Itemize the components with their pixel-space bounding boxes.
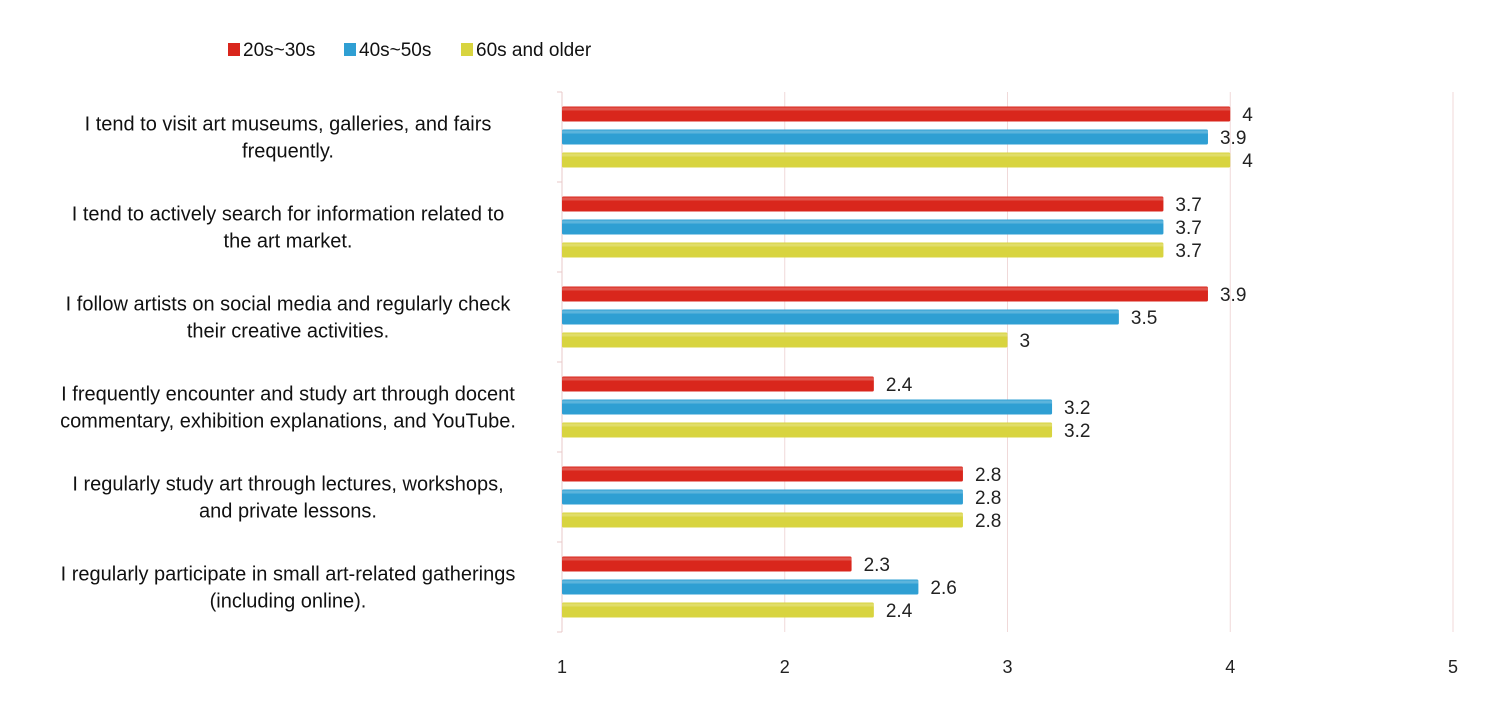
legend-label: 40s~50s — [359, 40, 431, 61]
x-axis-ticks: 1 2 3 4 5 — [557, 657, 1458, 677]
legend: 20s~30s 40s~50s 60s and older — [228, 40, 592, 61]
category-label-line: commentary, exhibition explanations, and… — [60, 411, 516, 433]
bar-highlight — [562, 220, 1164, 224]
bar — [562, 579, 919, 595]
x-tick-label: 2 — [780, 657, 790, 677]
category-labels: I tend to visit art museums, galleries, … — [60, 114, 516, 613]
value-labels: 43.943.73.73.73.93.532.43.23.22.82.82.82… — [864, 105, 1254, 622]
x-tick-label: 4 — [1225, 657, 1235, 677]
bar — [562, 286, 1208, 302]
data-label: 4 — [1242, 105, 1253, 126]
bar-highlight — [562, 243, 1164, 247]
data-label: 3.9 — [1220, 128, 1246, 149]
bar-highlight — [562, 130, 1208, 134]
x-tick-label: 5 — [1448, 657, 1458, 677]
category-label-line: I tend to visit art museums, galleries, … — [85, 114, 492, 136]
data-label: 2.8 — [975, 511, 1001, 532]
bar-highlight — [562, 603, 874, 607]
data-label: 2.3 — [864, 555, 890, 576]
bar-highlight — [562, 513, 963, 517]
category-label-line: frequently. — [242, 141, 334, 163]
bar — [562, 602, 874, 618]
data-label: 2.4 — [886, 601, 913, 622]
bar — [562, 489, 963, 505]
bar — [562, 242, 1164, 258]
category-label-line: the art market. — [224, 231, 353, 253]
bar-highlight — [562, 467, 963, 471]
category-label-line: I follow artists on social media and reg… — [66, 294, 512, 316]
data-label: 3.7 — [1175, 195, 1201, 216]
bars — [562, 106, 1231, 618]
data-label: 3.7 — [1175, 218, 1201, 239]
bar — [562, 129, 1208, 145]
category-label-line: (including online). — [210, 591, 367, 613]
bar-highlight — [562, 333, 1008, 337]
bar — [562, 376, 874, 392]
bar — [562, 422, 1053, 438]
bar — [562, 512, 963, 528]
data-label: 2.6 — [930, 578, 956, 599]
category-label: I tend to visit art museums, galleries, … — [85, 114, 492, 163]
data-label: 3.5 — [1131, 308, 1157, 329]
bar — [562, 399, 1053, 415]
data-label: 3 — [1020, 331, 1031, 352]
category-label: I regularly study art through lectures, … — [72, 474, 503, 523]
bar-highlight — [562, 377, 874, 381]
bar — [562, 309, 1119, 325]
bar-highlight — [562, 490, 963, 494]
category-label-line: and private lessons. — [199, 501, 377, 523]
category-label-line: I frequently encounter and study art thr… — [61, 384, 515, 406]
bar — [562, 332, 1008, 348]
data-label: 2.8 — [975, 488, 1001, 509]
bar-highlight — [562, 557, 852, 561]
category-label: I regularly participate in small art-rel… — [61, 564, 516, 613]
legend-swatch — [228, 43, 240, 56]
category-label-line: I tend to actively search for informatio… — [72, 204, 504, 226]
category-label: I frequently encounter and study art thr… — [60, 384, 516, 433]
bar-highlight — [562, 423, 1053, 427]
gridlines — [557, 91, 1454, 633]
data-label: 3.9 — [1220, 285, 1246, 306]
bar-highlight — [562, 197, 1164, 201]
legend-swatch — [461, 43, 473, 56]
data-label: 3.2 — [1064, 398, 1090, 419]
category-label-line: I regularly study art through lectures, … — [72, 474, 503, 496]
data-label: 2.4 — [886, 375, 913, 396]
bar — [562, 219, 1164, 235]
legend-label: 60s and older — [476, 40, 592, 61]
x-tick-label: 3 — [1002, 657, 1012, 677]
bar — [562, 152, 1231, 168]
data-label: 2.8 — [975, 465, 1001, 486]
legend-label: 20s~30s — [243, 40, 315, 61]
data-label: 3.2 — [1064, 421, 1090, 442]
bar-highlight — [562, 153, 1231, 157]
bar-highlight — [562, 107, 1231, 111]
data-label: 4 — [1242, 151, 1253, 172]
data-label: 3.7 — [1175, 241, 1201, 262]
legend-swatch — [344, 43, 356, 56]
bar — [562, 106, 1231, 122]
x-tick-label: 1 — [557, 657, 567, 677]
category-label-line: I regularly participate in small art-rel… — [61, 564, 516, 586]
bar — [562, 556, 852, 572]
bar-highlight — [562, 310, 1119, 314]
bar-highlight — [562, 287, 1208, 291]
bar — [562, 196, 1164, 212]
category-label: I tend to actively search for informatio… — [72, 204, 504, 253]
bar — [562, 466, 963, 482]
category-label-line: their creative activities. — [187, 321, 389, 343]
category-label: I follow artists on social media and reg… — [66, 294, 512, 343]
bar-highlight — [562, 580, 919, 584]
bar-highlight — [562, 400, 1053, 404]
